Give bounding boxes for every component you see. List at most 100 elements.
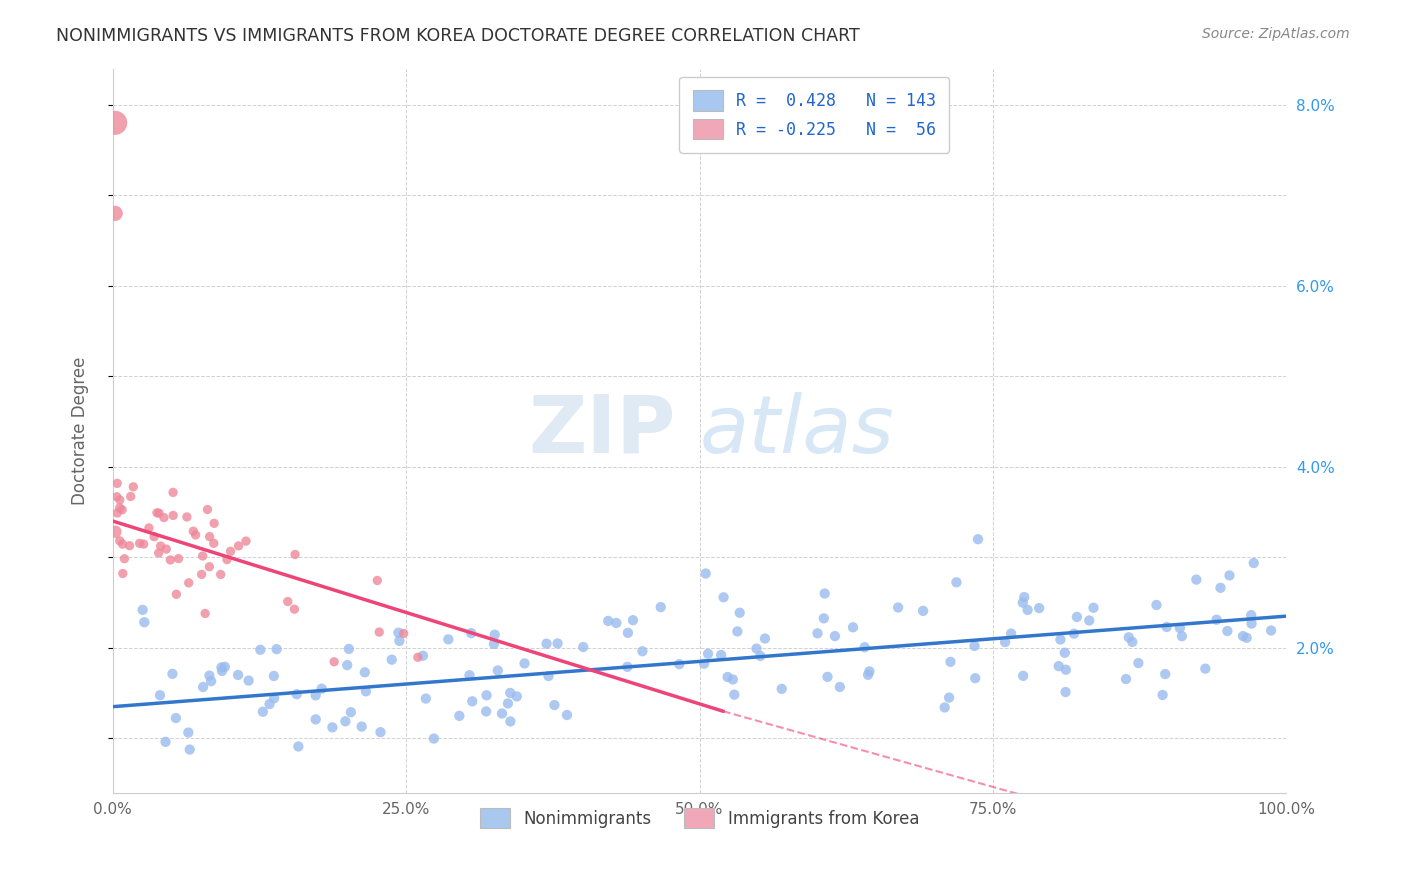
Point <box>350 720 373 734</box>
Y-axis label: Doctorate Degree: Doctorate Degree <box>72 357 89 505</box>
Point <box>506 690 529 704</box>
Point <box>1243 556 1265 570</box>
Point <box>108 500 131 515</box>
Point <box>605 615 627 630</box>
Point <box>143 530 166 544</box>
Point <box>572 640 595 654</box>
Point <box>406 650 429 665</box>
Point <box>132 537 155 551</box>
Point <box>167 551 190 566</box>
Point <box>725 624 748 639</box>
Point <box>1078 614 1101 628</box>
Point <box>1014 590 1036 604</box>
Legend: Nonimmigrants, Immigrants from Korea: Nonimmigrants, Immigrants from Korea <box>472 801 927 835</box>
Point <box>491 706 513 721</box>
Point <box>162 666 184 681</box>
Point <box>1115 672 1137 686</box>
Point <box>1000 626 1022 640</box>
Point <box>165 587 187 601</box>
Point <box>104 524 127 539</box>
Point <box>650 600 672 615</box>
Point <box>475 705 498 719</box>
Text: atlas: atlas <box>700 392 894 469</box>
Point <box>1168 621 1191 635</box>
Point <box>1118 630 1140 644</box>
Point <box>1260 624 1282 638</box>
Point <box>202 536 225 550</box>
Text: ZIP: ZIP <box>529 392 676 469</box>
Point <box>148 506 170 520</box>
Point <box>149 539 172 553</box>
Point <box>721 673 744 687</box>
Point <box>323 655 346 669</box>
Point <box>263 669 285 683</box>
Point <box>340 705 363 719</box>
Point <box>423 731 446 746</box>
Point <box>104 116 127 130</box>
Point <box>695 566 717 581</box>
Point <box>162 485 184 500</box>
Point <box>194 607 217 621</box>
Point <box>856 667 879 681</box>
Point <box>1152 688 1174 702</box>
Point <box>1128 656 1150 670</box>
Point <box>284 548 307 562</box>
Point <box>1216 624 1239 638</box>
Point <box>412 648 434 663</box>
Point <box>388 633 411 648</box>
Point <box>370 725 392 739</box>
Point <box>149 688 172 702</box>
Point <box>754 632 776 646</box>
Point <box>717 670 740 684</box>
Point <box>994 635 1017 649</box>
Point <box>159 553 181 567</box>
Point <box>1047 659 1070 673</box>
Point <box>486 664 509 678</box>
Point <box>277 594 299 608</box>
Point <box>214 660 236 674</box>
Point <box>1156 620 1178 634</box>
Point <box>749 648 772 663</box>
Point <box>1017 603 1039 617</box>
Point <box>335 714 357 729</box>
Point <box>238 673 260 688</box>
Point <box>1011 596 1033 610</box>
Point <box>1154 667 1177 681</box>
Point <box>1185 573 1208 587</box>
Point <box>728 606 751 620</box>
Point <box>179 742 201 756</box>
Point <box>1218 568 1240 582</box>
Point <box>668 657 690 672</box>
Point <box>1049 632 1071 647</box>
Point <box>853 640 876 655</box>
Point <box>114 551 136 566</box>
Point <box>967 532 990 546</box>
Point <box>475 688 498 702</box>
Point <box>108 533 131 548</box>
Point <box>184 528 207 542</box>
Point <box>108 493 131 508</box>
Point <box>368 625 391 640</box>
Point <box>824 629 846 643</box>
Point <box>134 615 156 630</box>
Point <box>461 694 484 708</box>
Point <box>235 534 257 549</box>
Point <box>381 653 404 667</box>
Point <box>1121 635 1143 649</box>
Point <box>155 735 177 749</box>
Point <box>190 567 212 582</box>
Point <box>283 602 305 616</box>
Point <box>177 575 200 590</box>
Point <box>321 720 343 734</box>
Point <box>817 670 839 684</box>
Point <box>745 641 768 656</box>
Point <box>111 566 134 581</box>
Point <box>770 681 793 696</box>
Point <box>215 552 238 566</box>
Point <box>153 510 176 524</box>
Point <box>228 539 250 553</box>
Point <box>437 632 460 647</box>
Point <box>105 476 128 491</box>
Point <box>723 688 745 702</box>
Point <box>484 628 506 642</box>
